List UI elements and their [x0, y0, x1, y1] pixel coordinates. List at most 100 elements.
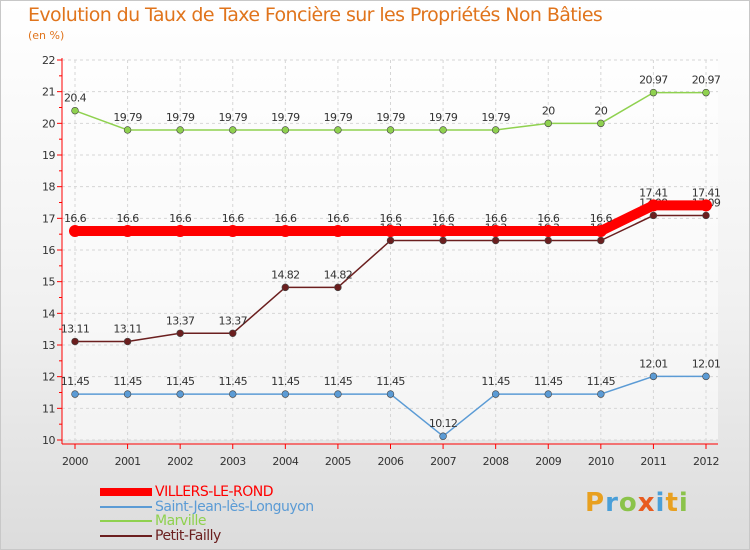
x-tick-label: 2002	[167, 455, 193, 468]
y-tick-label: 21	[42, 86, 55, 99]
data-point	[71, 337, 79, 346]
data-label: 11.45	[587, 375, 616, 388]
data-label: 12.01	[692, 357, 721, 370]
data-point	[386, 236, 395, 245]
data-point	[491, 390, 500, 398]
data-point	[123, 390, 132, 398]
x-tick-label: 2012	[693, 455, 719, 468]
y-tick-label: 15	[42, 276, 55, 289]
data-point	[649, 372, 658, 381]
y-tick-label: 12	[42, 371, 55, 384]
y-tick-label: 10	[42, 434, 55, 447]
data-point	[542, 225, 555, 237]
y-tick-label: 19	[42, 149, 55, 162]
data-label: 16.6	[117, 212, 140, 225]
data-point	[439, 432, 447, 440]
data-label: 13.37	[219, 314, 248, 327]
data-point	[229, 329, 237, 337]
y-tick-label: 18	[42, 181, 55, 194]
data-point	[700, 199, 712, 212]
y-tick-label: 17	[42, 212, 55, 225]
logo-letter: r	[605, 488, 619, 518]
y-tick-label: 16	[42, 244, 55, 257]
logo-letter: o	[618, 488, 638, 518]
data-label: 16.6	[379, 212, 402, 225]
data-label: 17.41	[692, 186, 721, 199]
data-label: 11.45	[61, 375, 90, 388]
data-label: 11.45	[113, 375, 142, 388]
data-label: 16.6	[432, 212, 455, 225]
data-point	[123, 126, 132, 134]
proxiti-logo: Proxiti	[585, 488, 689, 518]
data-label: 13.11	[113, 323, 142, 336]
data-label: 16.6	[64, 212, 87, 225]
data-label: 19.79	[376, 111, 405, 124]
legend-swatch	[100, 520, 152, 522]
legend-swatch	[100, 534, 152, 537]
data-point	[594, 225, 607, 237]
data-point	[176, 390, 184, 398]
y-tick-label: 14	[42, 307, 55, 320]
x-tick-label: 2007	[430, 455, 456, 468]
data-label: 19.79	[481, 111, 510, 124]
legend-label: VILLERS-LE-ROND	[155, 484, 274, 500]
data-point	[334, 390, 342, 398]
data-point	[331, 225, 344, 237]
data-label: 14.82	[271, 268, 300, 281]
data-point	[121, 225, 134, 237]
series-villers-le-rond: 16.6 16.6 16.6 16.6 16.6 16.6 16.6 16.6 16.6 16.6…	[64, 186, 721, 237]
data-label: 20.97	[639, 74, 668, 87]
x-tick-label: 2001	[115, 455, 141, 468]
data-point	[386, 126, 395, 134]
data-label: 16.6	[485, 212, 508, 225]
data-point	[69, 225, 81, 237]
data-point	[491, 236, 500, 245]
data-point	[176, 126, 184, 134]
data-label: 11.45	[534, 375, 563, 388]
data-point	[281, 283, 290, 292]
data-point	[702, 88, 710, 97]
legend-label: Petit-Failly	[155, 527, 221, 544]
logo-letter: t	[665, 488, 679, 518]
data-label: 12.01	[639, 357, 668, 370]
data-point	[279, 225, 292, 237]
data-label: 13.37	[166, 314, 195, 327]
data-label: 11.45	[271, 375, 300, 388]
y-tick-label: 11	[42, 402, 55, 415]
data-point	[544, 236, 552, 245]
data-point	[649, 88, 658, 97]
x-tick-label: 2011	[640, 455, 666, 468]
logo-letter: i	[655, 488, 666, 518]
data-label: 16.6	[537, 212, 560, 225]
data-label: 11.45	[481, 375, 510, 388]
data-label: 19.79	[429, 111, 458, 124]
data-point	[334, 283, 342, 292]
data-label: 19.79	[324, 111, 353, 124]
x-tick-label: 2000	[62, 455, 88, 468]
data-label: 16.6	[169, 212, 192, 225]
data-point	[71, 390, 79, 398]
data-label: 16.6	[222, 212, 245, 225]
legend-swatch	[100, 505, 152, 508]
data-label: 19.79	[166, 111, 195, 124]
data-point	[281, 390, 290, 398]
data-label: 20	[542, 104, 555, 117]
data-label: 19.79	[113, 111, 142, 124]
data-point	[439, 126, 447, 134]
data-point	[226, 225, 239, 237]
y-tick-label: 22	[42, 54, 55, 67]
data-label: 17.41	[639, 186, 668, 199]
data-point	[176, 329, 184, 337]
data-label: 11.45	[166, 375, 195, 388]
data-point	[71, 106, 79, 115]
data-label: 20.4	[64, 92, 87, 105]
data-point	[439, 236, 447, 245]
logo-letter: x	[637, 488, 656, 518]
data-point	[649, 211, 658, 220]
data-point	[174, 225, 187, 237]
x-tick-label: 2005	[325, 455, 351, 468]
series-saint-jean-l-s-longuyon: 11.45 11.45 11.45 11.45 11.45 11.45 11.45 10.12…	[61, 357, 721, 440]
data-point	[384, 225, 397, 237]
data-point	[123, 337, 132, 346]
